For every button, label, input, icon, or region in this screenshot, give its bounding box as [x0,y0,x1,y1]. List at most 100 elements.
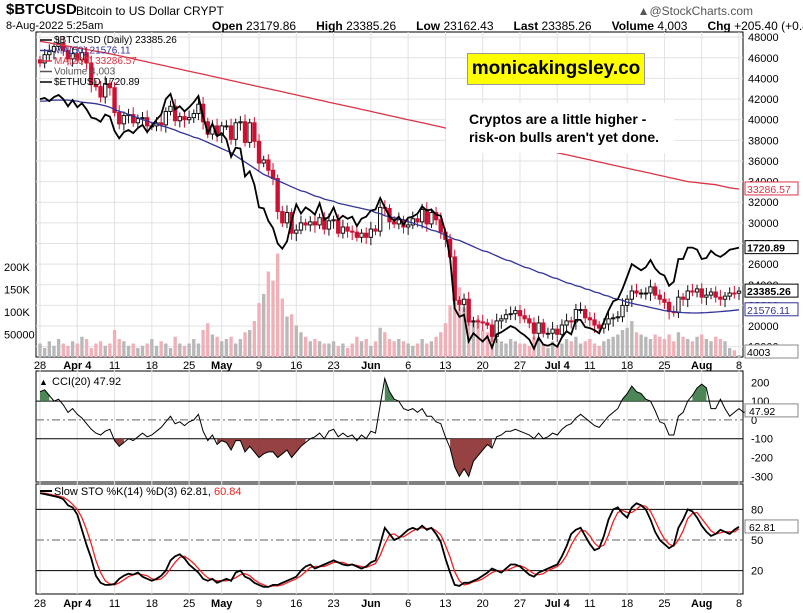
x-tick-label-bottom: Apr 4 [63,598,92,610]
candle-body [475,320,481,323]
candle-body [713,291,718,298]
x-tick-label-top: 18 [621,360,633,372]
volume-bar [336,345,340,357]
volume-bar [616,334,620,357]
x-tick-label-bottom: 9 [256,598,262,610]
ohlc-value: 23385.26 [541,19,592,33]
candle-body [196,103,201,115]
price-y-tick-label: 36000 [748,156,779,168]
ohlc-item-volume: Volume 4,003 [612,19,698,33]
volume-bar [84,339,89,357]
candle-body [718,296,723,300]
volume-bar [201,330,205,357]
x-tick-label-top: 25 [183,360,195,372]
volume-bar [564,339,569,357]
ohlc-value: +205.40 (+0.89%) [734,19,803,33]
volume-bar [122,341,126,357]
x-tick-label-bottom: 28 [34,598,46,610]
volume-bar [243,332,247,357]
candle-body [676,296,681,314]
volume-bar [714,336,718,357]
candle-body [419,208,425,223]
cci-title: CCI(20) 47.92 [52,376,121,388]
volume-bar [229,336,233,357]
candle-body [592,319,597,326]
candle-body [247,122,252,143]
cci-y-tick-label: 0 [751,415,757,427]
price-y-tick-label: 32000 [748,197,779,209]
volume-bar [89,348,93,357]
x-tick-label-bottom: 11 [109,598,120,610]
candle-body [70,53,75,60]
chart-date: 8-Aug-2022 5:25am [6,20,104,32]
volume-bar [555,345,559,357]
candle-body [433,212,439,221]
copyright-text: @StockCharts.com [649,4,753,18]
volume-bar [667,334,671,357]
candle-body [611,317,616,320]
candle-body [489,324,495,337]
ohlc-item-last: Last 23385.26 [514,19,602,33]
volume-bar [140,345,145,357]
volume-bar [196,343,201,357]
volume-bar [266,271,271,357]
volume-bar [373,341,378,357]
volume-bar [61,343,65,357]
right-value-box [744,283,799,298]
candle-body [117,111,122,125]
volume-bar [625,327,629,357]
x-tick-label-top: Jul 4 [545,360,571,372]
candle-body [559,324,565,335]
candle-body [517,310,523,317]
candle-body [429,212,434,225]
volume-bar [262,294,266,357]
ohlc-item-high: High 23385.26 [316,19,406,33]
candle-body [51,45,57,53]
sto-y-tick-label: 50 [751,535,763,547]
ma200-line [39,40,740,190]
volume-bar [285,316,289,357]
volume-bar [173,336,177,357]
volume-bar [583,341,587,357]
volume-bar [369,345,373,357]
candle-body [317,217,322,226]
volume-bar [522,343,527,357]
cci-value-box [744,403,799,418]
candle-body [294,229,299,234]
ohlc-item-open: Open 23179.86 [212,19,306,33]
right-value-label: 23385.26 [747,286,791,298]
volume-bar [644,336,648,357]
candle-body [331,219,336,222]
candle-body [261,159,266,164]
watermark-logo: monicakingsley.co [467,53,645,85]
legend-entry: MA(50) 21576.11 [54,46,131,57]
sto-y-tick-label: 20 [751,566,763,578]
candle-body [42,54,47,64]
candle-body [89,62,94,86]
candle-body [75,53,80,61]
candle-body [107,83,113,89]
candle-body [587,317,593,321]
volume-bar [695,336,699,357]
x-tick-label-bottom: Jul 4 [545,598,571,610]
ohlc-value: 4,003 [657,19,688,33]
volume-bar [387,339,392,357]
volume-bar [420,339,424,357]
triangle-icon: ▲ [637,4,650,18]
cci-panel-frame [35,370,744,483]
triangle-icon: ▲ [39,377,48,387]
candle-body [345,226,350,232]
cci-value-label: 47.92 [749,406,775,418]
cci-y-tick-label: -200 [751,453,773,465]
x-tick-label-bottom: 25 [183,598,195,610]
x-tick-label-top: 8 [736,360,742,372]
volume-bar [257,303,261,357]
x-tick-label-bottom: 13 [439,598,451,610]
candle-body [615,316,621,319]
candle-body [732,292,737,295]
volume-bar [215,336,219,357]
candle-body [373,228,378,232]
volume-bar [453,278,457,357]
ohlc-summary: Open 23179.86 High 23385.26 Low 23162.43 La… [212,19,803,33]
candle-body [233,122,238,140]
